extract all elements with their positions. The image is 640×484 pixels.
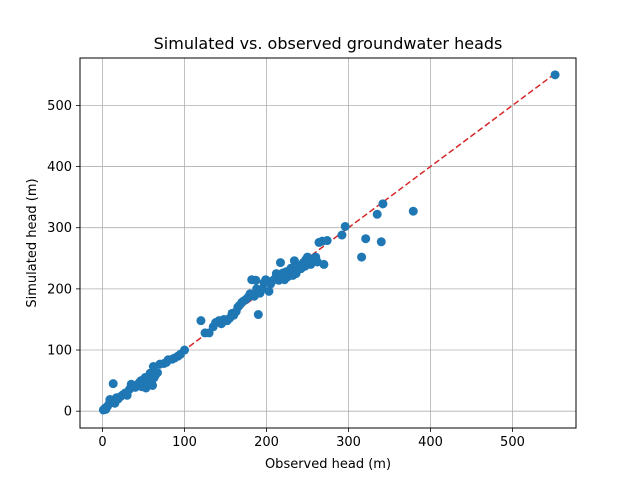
data-point-35 bbox=[152, 368, 162, 378]
x-axis-ticks: 0 100 200 300 400 500 bbox=[98, 428, 525, 450]
y-tick-label-0: 0 bbox=[64, 405, 72, 420]
x-tick-label-1: 100 bbox=[172, 435, 197, 450]
y-axis-label: Simulated head (m) bbox=[25, 178, 40, 307]
y-tick-label-2: 200 bbox=[47, 282, 72, 297]
y-tick-label-5: 500 bbox=[47, 99, 72, 114]
y-tick-label-3: 300 bbox=[47, 221, 72, 236]
data-point-31 bbox=[148, 380, 158, 390]
data-point-108 bbox=[322, 236, 332, 246]
data-point-67 bbox=[251, 275, 261, 285]
data-points bbox=[98, 70, 560, 415]
data-point-69 bbox=[253, 310, 263, 320]
x-tick-label-3: 300 bbox=[336, 435, 361, 450]
x-axis-label: Observed head (m) bbox=[265, 457, 391, 472]
data-point-110 bbox=[340, 221, 350, 231]
data-point-8 bbox=[108, 379, 118, 389]
data-point-113 bbox=[372, 209, 382, 219]
data-point-75 bbox=[264, 286, 274, 296]
x-tick-label-2: 200 bbox=[254, 435, 279, 450]
data-point-45 bbox=[196, 316, 206, 326]
data-point-44 bbox=[180, 345, 190, 355]
grid bbox=[80, 58, 576, 428]
plot-frame bbox=[79, 57, 577, 429]
data-point-81 bbox=[275, 258, 285, 268]
x-tick-label-0: 0 bbox=[98, 435, 106, 450]
data-point-112 bbox=[361, 234, 371, 244]
data-point-115 bbox=[378, 199, 388, 209]
data-point-116 bbox=[408, 206, 418, 216]
data-point-107 bbox=[319, 259, 329, 269]
y-tick-label-1: 100 bbox=[47, 344, 72, 359]
data-point-117 bbox=[550, 70, 560, 80]
x-tick-label-4: 400 bbox=[418, 435, 443, 450]
x-tick-label-5: 500 bbox=[500, 435, 525, 450]
data-point-111 bbox=[357, 252, 367, 262]
chart-title: Simulated vs. observed groundwater heads bbox=[154, 34, 503, 53]
y-axis-ticks: 0 100 200 300 400 500 bbox=[47, 99, 80, 420]
y-tick-label-4: 400 bbox=[47, 160, 72, 175]
data-point-114 bbox=[376, 237, 386, 247]
data-point-109 bbox=[337, 230, 347, 240]
